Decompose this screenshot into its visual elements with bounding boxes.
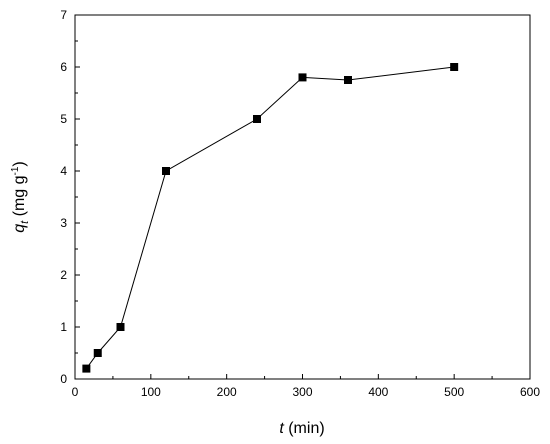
x-tick-label: 600	[520, 385, 540, 399]
y-axis-unit-pre: (mg g	[11, 175, 28, 220]
data-point	[93, 349, 102, 357]
x-tick-label: 200	[217, 385, 237, 399]
x-tick-label: 100	[141, 385, 161, 399]
axis-ticks	[74, 14, 531, 380]
x-tick-label: 300	[292, 385, 312, 399]
y-axis-title: qt (mg g-1)	[10, 161, 31, 233]
y-axis-var: q	[11, 224, 28, 233]
y-tick-label: 6	[60, 60, 67, 74]
y-tick-label: 5	[60, 112, 67, 126]
y-tick-label: 1	[60, 320, 67, 334]
y-axis-sub: t	[19, 220, 31, 224]
data-point	[450, 63, 459, 71]
data-point	[344, 76, 352, 84]
y-axis-unit-sup: -1	[10, 166, 21, 175]
x-tick-label: 500	[444, 385, 464, 399]
tick-labels: 0 100 200 300 400 500 600 0 1 2 3 4 5 6 7	[60, 8, 540, 399]
data-point	[162, 167, 170, 175]
series-line	[85, 66, 455, 369]
x-axis-title: t (min)	[279, 420, 324, 437]
y-tick-label: 2	[60, 268, 67, 282]
x-tick-label: 400	[368, 385, 388, 399]
y-tick-label: 7	[60, 8, 67, 22]
x-axis-var: t	[279, 420, 284, 437]
data-point	[116, 323, 125, 331]
y-axis-unit-post: )	[11, 161, 28, 166]
data-point	[253, 115, 261, 123]
x-axis-unit: (min)	[284, 420, 325, 437]
y-tick-label: 3	[60, 216, 67, 230]
y-tick-label: 0	[60, 372, 67, 386]
data-point	[298, 73, 307, 82]
plot-frame	[74, 14, 531, 380]
data-point	[82, 364, 91, 373]
series-markers	[82, 63, 459, 373]
x-tick-label: 0	[72, 385, 79, 399]
y-tick-label: 4	[60, 164, 67, 178]
